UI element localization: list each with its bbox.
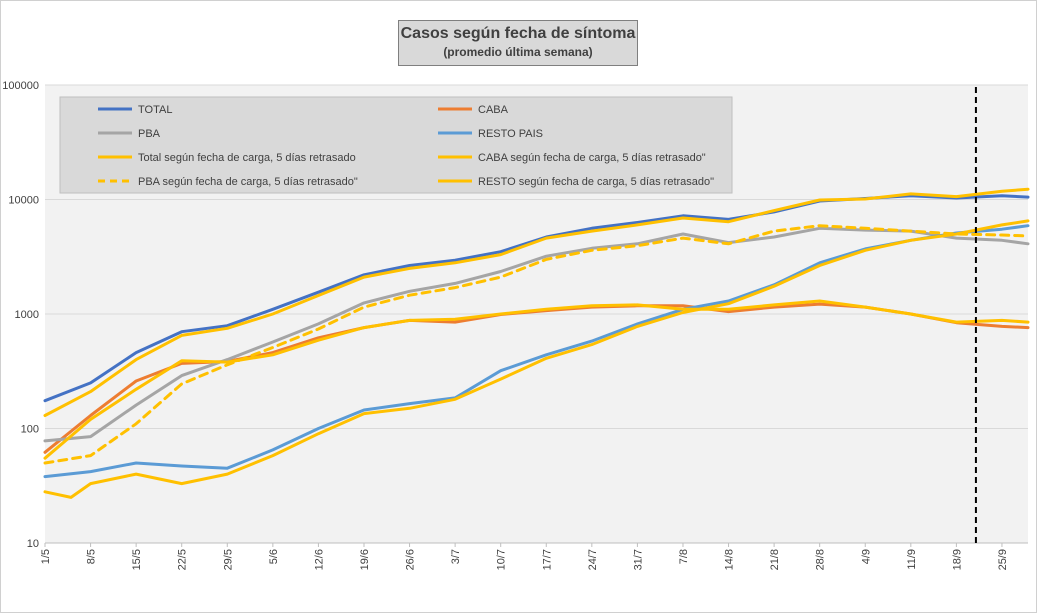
chart-title-box: Casos según fecha de síntoma (promedio ú… <box>398 20 638 66</box>
series-lines <box>43 187 1030 499</box>
y-tick-label: 1000 <box>15 309 39 321</box>
x-tick-label: 29/5 <box>222 549 234 570</box>
x-tick-label: 22/5 <box>177 549 189 570</box>
chart-title: Casos según fecha de síntoma <box>400 25 636 42</box>
x-tick-label: 26/6 <box>405 549 417 570</box>
x-tick-label: 28/8 <box>815 549 827 570</box>
x-tick-label: 31/7 <box>632 549 644 570</box>
x-axis-ticks: 1/5 8/5 15/5 22/5 29/5 5/6 12/6 19/6 26/6 3/7 10/7… <box>40 542 1028 570</box>
legend-label: RESTO PAIS <box>478 128 543 140</box>
x-tick-label: 11/9 <box>906 549 918 570</box>
y-tick-label: 100 <box>21 424 39 436</box>
legend-label: PBA <box>138 128 161 140</box>
x-tick-label: 21/8 <box>769 549 781 570</box>
legend-label: TOTAL <box>138 104 172 116</box>
x-tick-label: 24/7 <box>587 549 599 570</box>
x-tick-label: 3/7 <box>450 549 462 564</box>
x-tick-label: 8/5 <box>86 549 98 564</box>
x-tick-label: 19/6 <box>359 549 371 570</box>
x-tick-label: 12/6 <box>313 549 325 570</box>
series-line-7 <box>43 219 1030 499</box>
series-line-5 <box>43 299 1030 460</box>
x-tick-label: 5/6 <box>268 549 280 564</box>
x-tick-label: 4/9 <box>860 549 872 564</box>
legend-label: PBA según fecha de carga, 5 días retrasa… <box>138 176 358 188</box>
x-tick-label: 1/5 <box>40 549 52 564</box>
y-tick-label: 100000 <box>2 80 39 92</box>
legend-label: RESTO según fecha de carga, 5 días retra… <box>478 176 714 188</box>
x-tick-label: 7/8 <box>678 549 690 564</box>
legend: TOTAL CABA PBA RESTO PAIS Total según fecha … <box>59 96 733 194</box>
y-axis-ticks: 10 100 1000 10000 100000 <box>2 80 39 550</box>
x-tick-label: 25/9 <box>997 549 1009 570</box>
x-tick-label: 15/5 <box>131 549 143 570</box>
legend-box <box>59 96 733 194</box>
x-tick-label: 17/7 <box>541 549 553 570</box>
y-tick-label: 10000 <box>8 195 39 207</box>
chart-subtitle: (promedio última semana) <box>443 45 593 59</box>
legend-label: CABA <box>478 104 509 116</box>
x-tick-label: 18/9 <box>951 549 963 570</box>
legend-label: CABA según fecha de carga, 5 días retras… <box>478 152 706 164</box>
x-tick-label: 14/8 <box>724 549 736 570</box>
legend-label: Total según fecha de carga, 5 días retra… <box>138 152 356 164</box>
y-tick-label: 10 <box>27 538 39 550</box>
series-line-6 <box>43 224 1030 465</box>
series-line-4 <box>43 187 1030 417</box>
x-tick-label: 10/7 <box>496 549 508 570</box>
